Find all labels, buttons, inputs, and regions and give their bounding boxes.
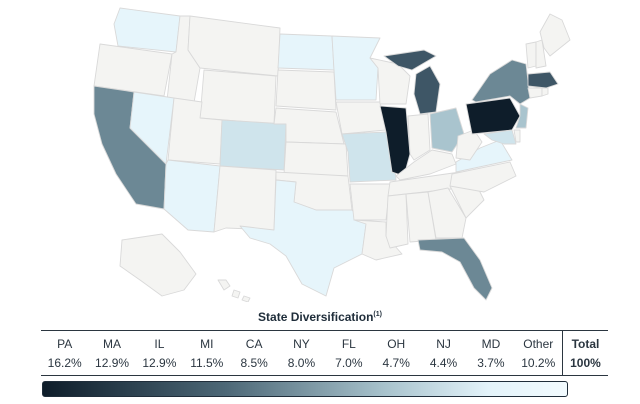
color-scale-legend [42,381,568,397]
us-state-map [80,4,580,302]
state-code: NY [293,336,310,351]
state-column: NJ 4.4% [420,331,467,375]
state-vt [525,41,537,69]
state-code: Other [523,336,554,351]
state-de [513,129,521,143]
state-hi [217,279,251,302]
state-mi [413,65,441,115]
state-code: PA [57,336,73,351]
state-diversification-table: PA 16.2% MA 12.9% IL 12.9% MI 11.5% CA 8.5% N… [41,330,608,376]
state-code: OH [387,336,406,351]
state-ga [427,187,467,239]
state-or [93,43,173,97]
state-la [353,219,403,261]
state-md [483,129,517,145]
chart-title-text: State Diversification [258,310,374,324]
state-in [407,113,431,161]
state-ny [471,59,531,105]
state-co [219,119,287,171]
state-pa [465,97,521,135]
state-code: MI [200,336,214,351]
state-code: IL [154,336,165,351]
state-code: FL [341,336,356,351]
state-percent: 8.0% [287,355,316,370]
title-footnote-marker: (1) [373,311,382,318]
state-ma [527,71,559,89]
state-column: FL 7.0% [325,331,372,375]
state-code: MD [481,336,501,351]
state-ak [119,233,197,297]
state-percent: 4.4% [429,355,458,370]
state-sd [275,69,337,111]
state-tx [239,179,367,297]
state-percent: 10.2% [521,355,556,370]
state-wy [199,69,277,125]
total-label: Total [571,336,600,351]
state-column: OH 4.7% [373,331,420,375]
state-nm [213,165,277,233]
state-mi-up [383,49,437,71]
total-column: Total 100% [561,331,608,375]
state-column: CA 8.5% [230,331,277,375]
state-az [163,159,221,233]
state-column: MI 11.5% [183,331,230,375]
state-percent: 3.7% [477,355,505,370]
state-percent: 12.9% [142,355,177,370]
state-column: MD 3.7% [467,331,514,375]
map-svg [93,7,571,302]
state-ia [335,101,387,135]
state-percent: 4.7% [382,355,410,370]
state-percent: 11.5% [190,355,224,370]
state-ky [395,149,457,181]
state-column: Other 10.2% [515,331,562,375]
state-ri [541,87,549,97]
state-code: NJ [436,336,451,351]
state-percent: 16.2% [47,355,82,370]
state-code: MA [103,336,122,351]
state-column: NY 8.0% [278,331,325,375]
state-column: MA 12.9% [88,331,135,375]
state-nc [449,161,517,193]
state-fl [417,237,493,301]
state-column: IL 12.9% [136,331,183,375]
state-me [539,13,571,57]
state-nh [535,39,547,69]
state-nj [515,103,529,129]
chart-title: State Diversification(1) [0,310,640,324]
state-column: PA 16.2% [41,331,88,375]
state-percent: 8.5% [240,355,268,370]
state-ar [349,183,391,221]
state-mt [187,15,281,77]
state-percent: 12.9% [95,355,130,370]
total-percent: 100% [570,355,601,370]
state-ms [385,193,409,249]
state-percent: 7.0% [335,355,363,370]
state-ct [527,87,543,99]
state-wa [113,7,181,53]
state-code: CA [245,336,263,351]
state-mn [331,35,381,101]
state-ks [283,141,349,177]
state-nd [277,33,335,71]
